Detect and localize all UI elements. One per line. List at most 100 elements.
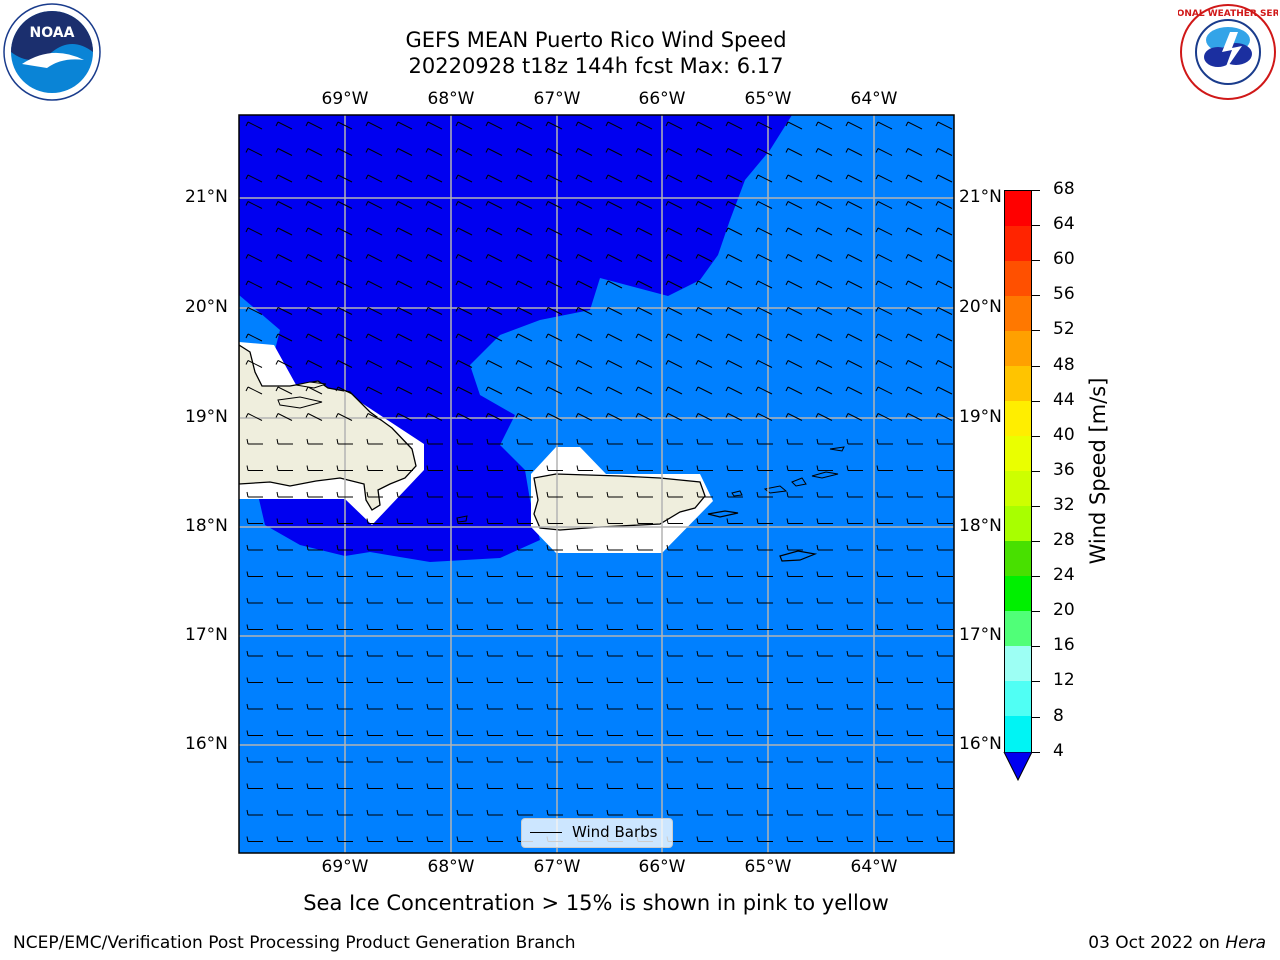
wind-barb — [725, 386, 743, 395]
wind-barb — [906, 756, 923, 763]
wind-barb — [486, 783, 503, 789]
wind-barb — [605, 360, 623, 368]
wind-barb — [516, 624, 533, 630]
wind-barb — [335, 201, 353, 209]
wind-barb — [725, 121, 743, 130]
wind-barb — [906, 491, 923, 498]
wind-barb — [635, 280, 653, 289]
wind-barb — [455, 360, 473, 368]
wind-barb — [606, 730, 623, 736]
island-culebra — [731, 490, 743, 497]
island-vieques — [707, 510, 739, 518]
wind-barb — [876, 703, 893, 710]
islands-virgin — [763, 446, 845, 494]
noaa-logo: NOAA — [3, 3, 101, 101]
wind-barb — [606, 650, 623, 657]
colorbar-segment — [1005, 716, 1031, 752]
wind-barb — [935, 333, 953, 342]
wind-barb — [636, 597, 653, 604]
colorbar-tick-label: 8 — [1053, 705, 1064, 726]
wind-barb — [636, 809, 653, 816]
wind-barb — [335, 333, 353, 342]
colorbar-tick-label: 68 — [1053, 179, 1075, 199]
wind-barb — [786, 836, 803, 842]
wind-barb — [486, 571, 503, 577]
wind-barb — [336, 438, 353, 445]
wind-barb — [725, 413, 743, 421]
wind-barb — [485, 254, 503, 262]
map-title-line2: 20220928 t18z 144h fcst Max: 6.17 — [408, 54, 784, 78]
wind-barb — [726, 836, 743, 842]
wind-barb — [816, 677, 833, 683]
wind-barb — [335, 386, 353, 395]
wind-barb — [815, 386, 833, 395]
wind-barb — [396, 730, 413, 736]
wind-barb — [516, 730, 533, 736]
wind-barb — [305, 307, 323, 315]
wind-barb — [756, 491, 773, 498]
wind-barb — [486, 597, 503, 604]
wind-barb — [935, 148, 953, 156]
wind-barb — [605, 201, 623, 209]
wind-barb — [876, 783, 893, 789]
wind-barb — [486, 677, 503, 683]
wind-barb — [606, 518, 623, 524]
wind-barb — [816, 756, 833, 763]
wind-barb — [786, 677, 803, 683]
wind-barb — [335, 148, 353, 156]
wind-barb — [816, 730, 833, 736]
wind-barb — [515, 280, 533, 289]
wind-barb — [755, 307, 773, 315]
wind-barb — [455, 254, 473, 262]
colorbar-tick-label: 24 — [1053, 565, 1075, 586]
wind-barb — [666, 438, 683, 445]
wind-barb — [726, 518, 743, 524]
wind-barb — [516, 783, 533, 789]
wind-barb — [395, 386, 413, 395]
lat-label-left: 17°N — [185, 625, 228, 645]
wind-barb — [396, 491, 413, 498]
wind-barb — [575, 174, 593, 183]
wind-barb — [246, 518, 263, 524]
wind-barb — [576, 571, 593, 577]
wind-barb — [936, 650, 953, 657]
wind-barb — [486, 544, 503, 551]
wind-barb — [575, 227, 593, 236]
wind-barb — [276, 597, 293, 604]
wind-barb — [546, 491, 563, 498]
wind-barb — [905, 280, 923, 289]
wind-barb — [486, 730, 503, 736]
wind-barb — [876, 438, 893, 445]
wind-barb — [636, 650, 653, 657]
wind-barb — [516, 518, 533, 524]
colorbar-tick-mark — [1032, 400, 1040, 402]
wind-barb — [726, 465, 743, 471]
wind-barb — [455, 386, 473, 395]
wind-barb — [906, 597, 923, 604]
wind-barb — [546, 465, 563, 471]
wind-barb — [516, 650, 533, 657]
wind-barb — [275, 360, 293, 368]
wind-barb — [666, 677, 683, 683]
colorbar-tick-mark — [1032, 295, 1040, 297]
wind-barb — [276, 703, 293, 710]
wind-barb — [815, 280, 833, 289]
wind-barb — [456, 491, 473, 498]
wind-barb — [336, 624, 353, 630]
wind-barb — [936, 836, 953, 842]
wind-barb — [725, 307, 743, 315]
lon-label-top: 65°W — [744, 89, 792, 109]
wind-barb — [245, 386, 263, 395]
wind-barb — [605, 386, 623, 395]
wind-barb — [456, 756, 473, 763]
wind-barb — [576, 650, 593, 657]
wind-barb — [275, 333, 293, 342]
wind-barb — [635, 174, 653, 183]
wind-barb — [305, 413, 323, 421]
wind-barb — [366, 624, 383, 630]
wind-barb — [605, 174, 623, 183]
wind-barb — [846, 518, 863, 524]
wind-barb — [575, 280, 593, 289]
wind-barb — [905, 360, 923, 368]
wind-barb — [395, 333, 413, 342]
